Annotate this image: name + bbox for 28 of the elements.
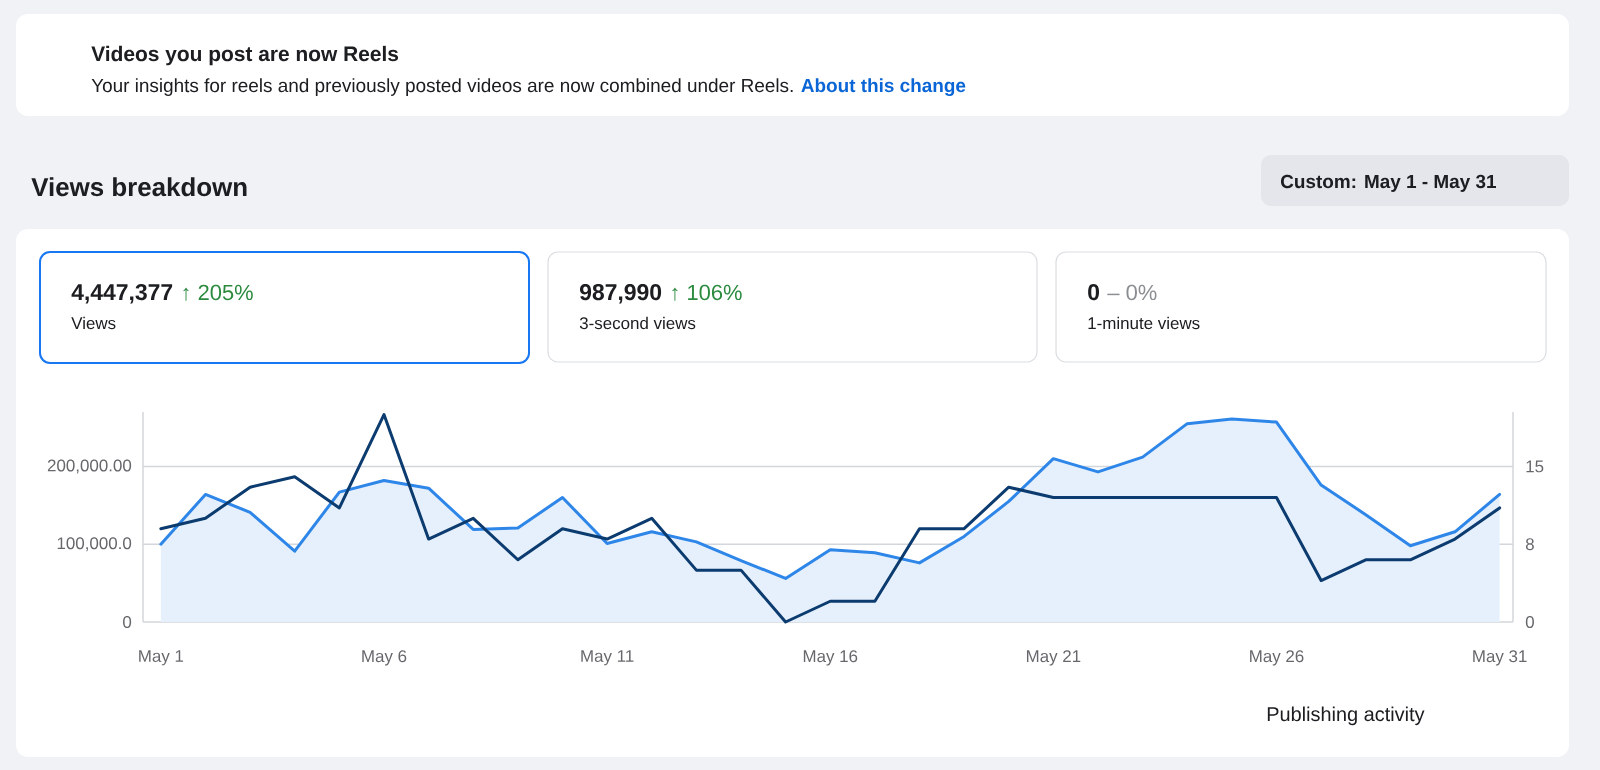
text: 1-minute views (1088, 316, 1200, 330)
text: About this change (801, 78, 966, 97)
x-tick-label: May 11 (581, 650, 634, 666)
x-tick-label: May 6 (362, 650, 407, 666)
x-tick-label: May 26 (1250, 650, 1304, 666)
text: Views (71, 316, 116, 330)
text: Publishing activity (1267, 706, 1425, 726)
text: – 0% (1107, 284, 1157, 301)
x-tick-label: May 31 (1473, 650, 1527, 666)
y-tick-label: 100,000.0 (57, 537, 132, 552)
y2-tick-label: 0 (1525, 616, 1534, 628)
text: 4,447,377 (71, 283, 173, 304)
text: 987,990 (580, 283, 662, 304)
chart-title: Views breakdown (31, 177, 247, 197)
text: ↑ 205% (183, 284, 253, 301)
y2-tick-label: 8 (1525, 538, 1534, 551)
x-tick-label: May 16 (803, 650, 858, 666)
text: Videos you post are now Reels (91, 45, 399, 66)
text: 0 (1088, 283, 1100, 301)
x-tick-label: May 21 (1026, 650, 1081, 666)
text: ↑ 106% (672, 284, 742, 301)
text: 3-second views (579, 316, 696, 330)
y-tick-label: 200,000.00 (47, 459, 132, 474)
text: Custom: May 1 - May 31 (1281, 174, 1496, 192)
y2-tick-label: 15 (1526, 460, 1544, 473)
y-tick-label: 0 (123, 616, 132, 628)
text: Your insights for reels and previously posted videos are now combined under Reels. (91, 78, 793, 96)
x-tick-label: May 1 (139, 650, 184, 666)
